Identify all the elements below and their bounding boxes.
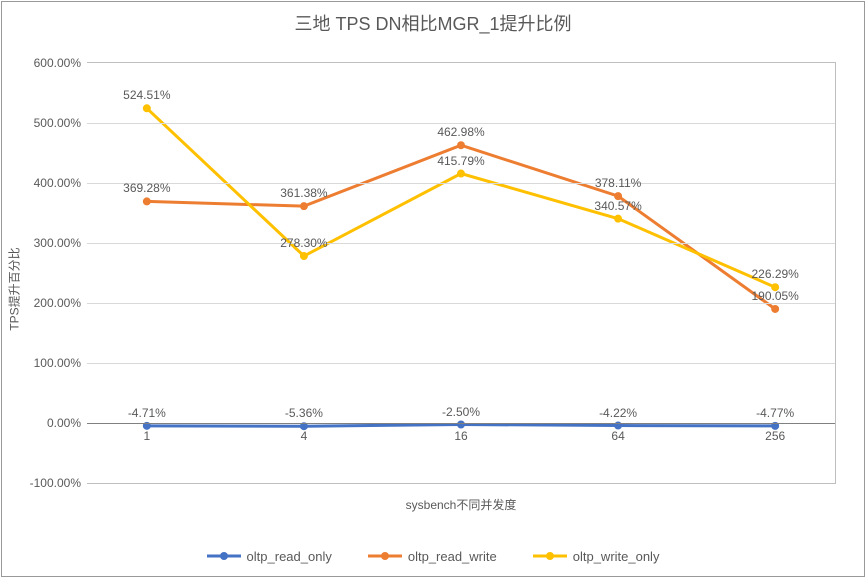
y-tick-label: 400.00% <box>34 176 87 190</box>
y-tick-label: 0.00% <box>47 416 87 430</box>
data-label: 524.51% <box>123 88 170 106</box>
legend: oltp_read_only oltp_read_write oltp_write_… <box>2 549 864 567</box>
data-label: 462.98% <box>437 125 484 143</box>
x-tick-label: 4 <box>301 423 308 443</box>
data-label: -4.71% <box>128 406 166 424</box>
data-label: 190.05% <box>751 289 798 307</box>
legend-item: oltp_read_write <box>368 549 497 564</box>
data-label: -4.22% <box>599 406 637 424</box>
data-label: 361.38% <box>280 186 327 204</box>
y-tick-label: 300.00% <box>34 236 87 250</box>
legend-label: oltp_write_only <box>573 549 660 564</box>
legend-marker-icon <box>220 552 228 560</box>
data-label: 378.11% <box>595 176 641 194</box>
legend-marker-icon <box>381 552 389 560</box>
data-label: 278.30% <box>280 236 327 254</box>
y-tick-label: 200.00% <box>34 296 87 310</box>
legend-label: oltp_read_write <box>408 549 497 564</box>
legend-swatch <box>533 549 567 563</box>
y-tick-label: -100.00% <box>30 476 87 490</box>
legend-label: oltp_read_only <box>247 549 332 564</box>
plot-area: -100.00%0.00%100.00%200.00%300.00%400.00… <box>87 62 836 484</box>
data-label: -4.77% <box>756 406 794 424</box>
data-label: 415.79% <box>437 154 484 172</box>
y-tick-label: 600.00% <box>34 56 87 70</box>
grid-line <box>87 123 835 124</box>
grid-line <box>87 303 835 304</box>
x-tick-label: 1 <box>143 423 150 443</box>
x-tick-label: 256 <box>765 423 785 443</box>
grid-line <box>87 363 835 364</box>
data-label: 369.28% <box>123 181 170 199</box>
legend-swatch <box>207 549 241 563</box>
y-tick-label: 100.00% <box>34 356 87 370</box>
x-tick-label: 16 <box>454 423 467 443</box>
y-tick-label: 500.00% <box>34 116 87 130</box>
legend-marker-icon <box>546 552 554 560</box>
legend-item: oltp_write_only <box>533 549 660 564</box>
grid-line <box>87 183 835 184</box>
legend-swatch <box>368 549 402 563</box>
data-label: 226.29% <box>751 267 798 285</box>
grid-line <box>87 243 835 244</box>
chart-container: 三地 TPS DN相比MGR_1提升比例 TPS提升百分比 -100.00%0.… <box>1 1 865 577</box>
data-label: -2.50% <box>442 405 480 423</box>
x-axis-title: sysbench不同并发度 <box>87 496 835 513</box>
x-tick-label: 64 <box>611 423 624 443</box>
y-axis-title: TPS提升百分比 <box>6 247 23 330</box>
chart-title: 三地 TPS DN相比MGR_1提升比例 <box>2 10 864 36</box>
data-label: 340.57% <box>594 199 641 217</box>
data-label: -5.36% <box>285 406 323 424</box>
legend-item: oltp_read_only <box>207 549 332 564</box>
